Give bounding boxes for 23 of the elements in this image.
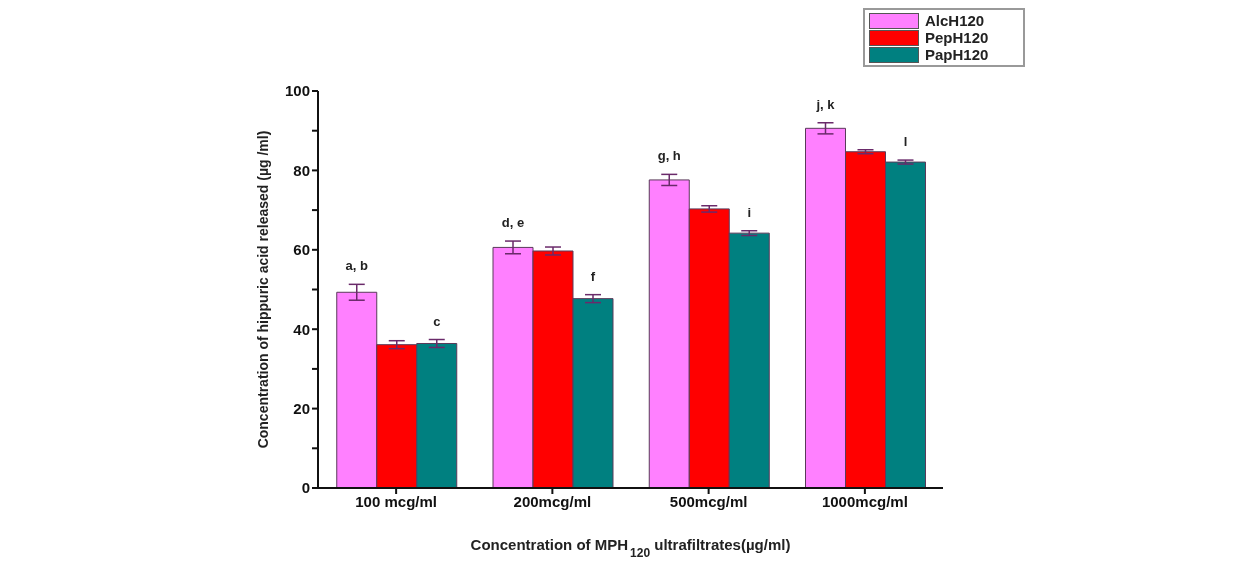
y-axis-title: Concentration of hippuric acid released (µg /ml)	[255, 130, 271, 449]
x-tick-label: 200mcg/ml	[513, 492, 592, 510]
y-tick-label: 100	[284, 82, 310, 100]
x-tick-label: 1000mcg/ml	[821, 492, 908, 510]
annotation: d, e	[501, 215, 525, 231]
y-tick-label: 20	[293, 399, 310, 417]
x-tick-label: 100 mcg/ml	[355, 492, 437, 510]
annotation: j, k	[815, 96, 836, 112]
legend-label: PepH120	[925, 29, 989, 46]
annotation: i	[747, 204, 752, 220]
y-tick-label: 60	[293, 241, 310, 259]
y-tick-label: 40	[293, 320, 310, 338]
y-tick-label: 0	[301, 479, 310, 497]
x-axis-title: Concentration of MPH$_{120}$ ultrafiltrates(µg/ml)	[470, 536, 791, 561]
y-tick-label: 80	[293, 161, 310, 179]
annotation: a, b	[345, 258, 368, 274]
annotation: l	[903, 134, 908, 150]
annotation: f	[590, 268, 596, 284]
annotation: c	[433, 313, 441, 329]
x-tick-label: 500mcg/ml	[669, 492, 748, 510]
legend-label: PapH120	[925, 46, 989, 63]
annotation: g, h	[657, 148, 681, 164]
legend-label: AlcH120	[925, 12, 985, 29]
